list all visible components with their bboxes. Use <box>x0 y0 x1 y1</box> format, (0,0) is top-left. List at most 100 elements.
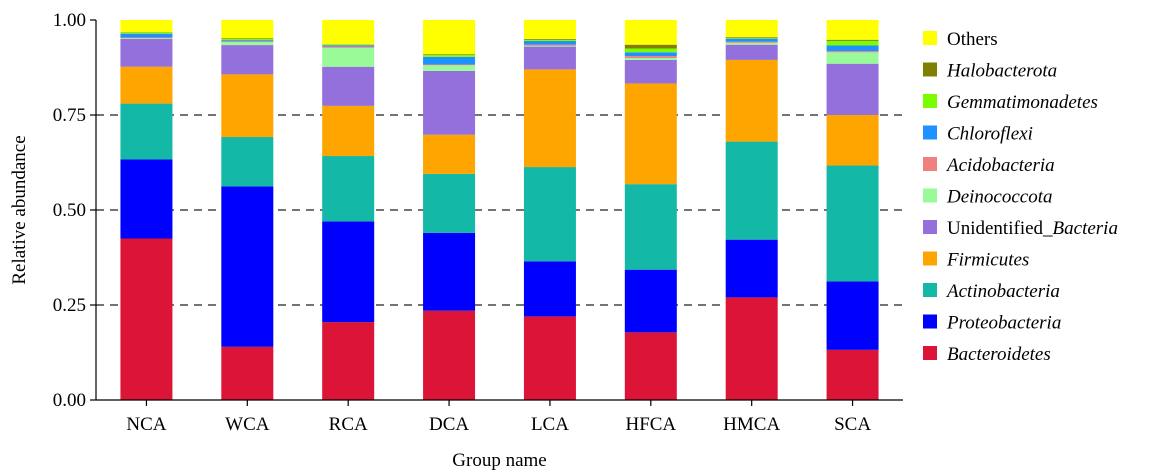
bar-segment-deinococcota <box>523 45 576 47</box>
legend-label: Proteobacteria <box>946 313 1061 334</box>
bar-segment-chloroflexi <box>221 40 274 42</box>
bar-segment-bacteroidetes <box>423 310 476 400</box>
bar-segment-proteobacteria <box>523 261 576 317</box>
bar-segment-deinococcota <box>624 58 677 60</box>
legend-swatch <box>923 283 937 297</box>
legend-swatch <box>923 31 937 45</box>
bar-segment-firmicutes <box>120 66 173 104</box>
bar-segment-acidobacteria <box>523 44 576 46</box>
legend-label: Halobacterota <box>946 61 1057 82</box>
bar-group-sca <box>826 20 879 400</box>
bar-segment-chloroflexi <box>826 45 879 52</box>
bar-segment-deinococcota <box>826 52 879 64</box>
bar-segment-chloroflexi <box>120 33 173 38</box>
bar-segment-gemmatimonadetes <box>725 37 778 39</box>
bar-group-dca <box>423 20 476 400</box>
x-tick-label: LCA <box>531 414 569 435</box>
bar-segment-deinococcota <box>221 42 274 46</box>
bar-segment-chloroflexi <box>725 38 778 42</box>
bar-segment-chloroflexi <box>322 45 375 47</box>
bar-segment-bacteroidetes <box>826 349 879 400</box>
bars <box>120 20 879 400</box>
legend-label: Actinobacteria <box>945 281 1060 302</box>
legend-swatch <box>923 346 937 360</box>
bar-segment-proteobacteria <box>826 281 879 350</box>
x-axis-label: Group name <box>452 450 546 471</box>
bar-segment-acidobacteria <box>120 37 173 39</box>
bar-segment-others <box>826 20 879 40</box>
bar-segment-unidentified-bacteria <box>322 66 375 106</box>
bar-segment-halobacterota <box>826 39 879 41</box>
bar-segment-gemmatimonadetes <box>624 48 677 53</box>
bar-segment-proteobacteria <box>221 186 274 347</box>
y-tick-label: 0.50 <box>53 200 86 221</box>
bar-segment-proteobacteria <box>624 269 677 333</box>
y-tick-label: 1.00 <box>53 10 86 31</box>
bar-segment-acidobacteria <box>221 41 274 43</box>
bar-segment-halobacterota <box>423 54 476 55</box>
legend-item-proteobacteria: Proteobacteria <box>923 313 1061 334</box>
bar-segment-actinobacteria <box>624 184 677 270</box>
bar-segment-bacteroidetes <box>725 297 778 400</box>
x-ticks: NCA WCA RCA DCA LCA HFCA HMCA SCA <box>126 400 871 435</box>
legend-label: Deinococcota <box>946 187 1053 208</box>
legend-swatch <box>923 125 937 140</box>
legend-label: Firmicutes <box>946 250 1029 271</box>
legend-item-others: Others <box>923 29 998 50</box>
bar-segment-proteobacteria <box>322 221 375 323</box>
legend-item-deinococcota: Deinococcota <box>923 187 1053 208</box>
axes <box>95 20 903 401</box>
bar-segment-gemmatimonadetes <box>322 44 375 46</box>
bar-segment-firmicutes <box>523 69 576 168</box>
bar-segment-actinobacteria <box>725 141 778 240</box>
x-tick-label: DCA <box>429 414 469 435</box>
bar-segment-acidobacteria <box>725 41 778 43</box>
bar-segment-deinococcota <box>423 65 476 71</box>
legend: Others Halobacterota Gemmatimonadetes Chlor… <box>923 29 1118 365</box>
bar-segment-halobacterota <box>725 37 778 38</box>
bar-segment-unidentified-bacteria <box>120 39 173 67</box>
bar-segment-deinococcota <box>322 47 375 67</box>
legend-item-actinobacteria: Actinobacteria <box>923 281 1060 302</box>
x-tick-label: WCA <box>225 414 270 435</box>
bar-segment-halobacterota <box>523 39 576 40</box>
bar-segment-gemmatimonadetes <box>523 39 576 41</box>
bar-segment-others <box>322 20 375 45</box>
bar-segment-acidobacteria <box>826 51 879 53</box>
bar-segment-bacteroidetes <box>120 238 173 400</box>
x-tick-label: HMCA <box>723 414 780 435</box>
y-tick-label: 0.25 <box>53 295 86 316</box>
bar-segment-actinobacteria <box>221 137 274 187</box>
bar-segment-firmicutes <box>624 83 677 185</box>
bar-segment-others <box>624 20 677 45</box>
bar-segment-actinobacteria <box>826 165 879 282</box>
bar-segment-unidentified-bacteria <box>624 59 677 84</box>
legend-swatch <box>923 220 937 234</box>
bar-segment-bacteroidetes <box>322 322 375 400</box>
x-tick-label: SCA <box>834 414 871 435</box>
bar-segment-others <box>120 20 173 33</box>
bar-segment-proteobacteria <box>423 232 476 311</box>
bar-group-hmca <box>725 20 778 400</box>
bar-segment-actinobacteria <box>423 173 476 233</box>
grid-lines <box>96 114 903 306</box>
bar-segment-chloroflexi <box>624 52 677 57</box>
y-axis-label: Relative abundance <box>9 135 30 284</box>
bar-segment-acidobacteria <box>423 64 476 66</box>
legend-item-chloroflexi: Chloroflexi <box>923 124 1033 145</box>
bar-segment-deinococcota <box>120 38 173 39</box>
bar-segment-halobacterota <box>221 38 274 39</box>
bar-segment-others <box>725 20 778 38</box>
bar-segment-others <box>523 20 576 39</box>
bar-segment-halobacterota <box>624 44 677 49</box>
bar-segment-chloroflexi <box>423 56 476 65</box>
bar-segment-firmicutes <box>322 105 375 157</box>
legend-swatch <box>923 251 937 266</box>
bar-segment-unidentified-bacteria <box>423 70 476 135</box>
bar-segment-firmicutes <box>221 74 274 138</box>
legend-label: Gemmatimonadetes <box>947 92 1098 113</box>
y-tick-label: 0.00 <box>53 390 86 411</box>
legend-item-bacteroidetes: Bacteroidetes <box>923 344 1051 365</box>
bar-group-hfca <box>624 20 677 400</box>
